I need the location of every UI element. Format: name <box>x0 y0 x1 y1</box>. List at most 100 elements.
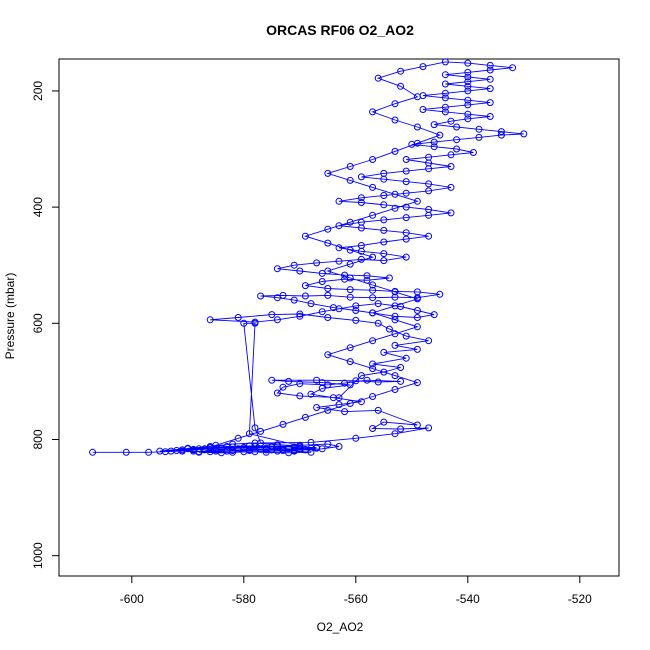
data-point <box>397 364 405 371</box>
data-point <box>296 380 304 388</box>
data-point <box>273 265 281 273</box>
data-point <box>324 351 332 359</box>
data-point <box>307 448 315 456</box>
x-axis: -600 -580 -560 -540 -520 <box>120 576 592 606</box>
data-point <box>301 446 309 454</box>
data-point <box>380 169 388 177</box>
data-point <box>413 421 421 429</box>
data-point <box>290 446 298 454</box>
data-point <box>273 389 281 397</box>
y-tick-label: 400 <box>31 197 45 217</box>
data-point <box>229 440 237 448</box>
data-point <box>357 242 365 249</box>
data-point <box>257 292 265 300</box>
data-point <box>296 312 304 320</box>
data-point <box>447 209 455 217</box>
data-point <box>369 365 377 373</box>
data-point <box>464 110 472 118</box>
data-point <box>374 74 382 82</box>
data-point <box>273 442 281 450</box>
data-point <box>391 316 399 324</box>
data-point <box>363 376 371 384</box>
data-point <box>374 406 382 414</box>
x-tick-label: -600 <box>120 592 144 606</box>
data-point <box>346 218 354 226</box>
data-point <box>268 376 276 384</box>
data-point <box>391 312 399 320</box>
data-point <box>279 383 287 391</box>
data-point <box>436 131 444 139</box>
data-point <box>464 101 472 109</box>
data-point <box>89 448 97 456</box>
data-point <box>301 413 309 421</box>
data-point <box>324 406 332 414</box>
data-point <box>402 189 410 197</box>
plot-frame <box>58 58 620 577</box>
data-point <box>285 377 293 385</box>
x-tick-label: -560 <box>344 592 368 606</box>
data-point <box>346 293 354 301</box>
data-point <box>329 304 337 312</box>
data-point <box>369 108 377 116</box>
data-point <box>425 180 433 188</box>
data-point <box>397 67 405 75</box>
data-point <box>509 64 517 72</box>
data-point <box>441 71 449 79</box>
data-point <box>430 143 438 151</box>
data-point <box>324 225 332 233</box>
data-point <box>313 376 321 384</box>
data-point <box>380 348 388 356</box>
data-point <box>301 232 309 240</box>
data-point <box>290 296 298 304</box>
data-point <box>380 418 388 426</box>
data-point <box>318 278 326 285</box>
data-point <box>413 379 421 387</box>
data-point <box>497 131 505 139</box>
data-point <box>391 288 399 296</box>
data-point <box>273 316 281 324</box>
data-point <box>307 438 315 446</box>
data-point <box>391 386 399 393</box>
y-tick-label: 800 <box>31 429 45 449</box>
data-point <box>369 360 377 368</box>
data-point <box>425 337 433 345</box>
data-point <box>313 404 321 411</box>
data-point <box>402 229 410 237</box>
data-point <box>324 440 332 448</box>
data-point <box>497 128 505 136</box>
data-point <box>447 151 455 159</box>
data-point <box>391 190 399 198</box>
data-point <box>486 66 494 74</box>
data-point <box>145 448 153 456</box>
data-point <box>357 199 365 206</box>
data-point <box>369 156 377 163</box>
y-axis: 200 400 600 800 1000 <box>31 81 59 569</box>
data-point <box>425 153 433 161</box>
data-point <box>402 214 410 222</box>
data-point <box>279 447 287 454</box>
data-point <box>357 194 365 202</box>
data-point <box>369 211 377 219</box>
data-point <box>346 246 354 254</box>
data-point <box>296 310 304 318</box>
x-tick-label: -520 <box>568 592 592 606</box>
data-point <box>279 291 287 299</box>
data-point <box>486 99 494 107</box>
data-point <box>374 319 382 327</box>
data-point <box>391 204 399 212</box>
data-point <box>391 116 399 124</box>
data-point <box>301 292 309 300</box>
data-point <box>240 448 248 456</box>
data-point <box>357 218 365 226</box>
data-point <box>296 267 304 275</box>
series-line <box>92 61 524 454</box>
data-point <box>453 145 461 153</box>
data-point <box>413 288 421 296</box>
data-point <box>413 345 421 353</box>
data-point <box>307 390 315 398</box>
data-point <box>425 206 433 213</box>
data-point <box>425 424 433 432</box>
data-point <box>341 379 349 387</box>
data-point <box>346 274 354 282</box>
data-point <box>234 434 242 442</box>
